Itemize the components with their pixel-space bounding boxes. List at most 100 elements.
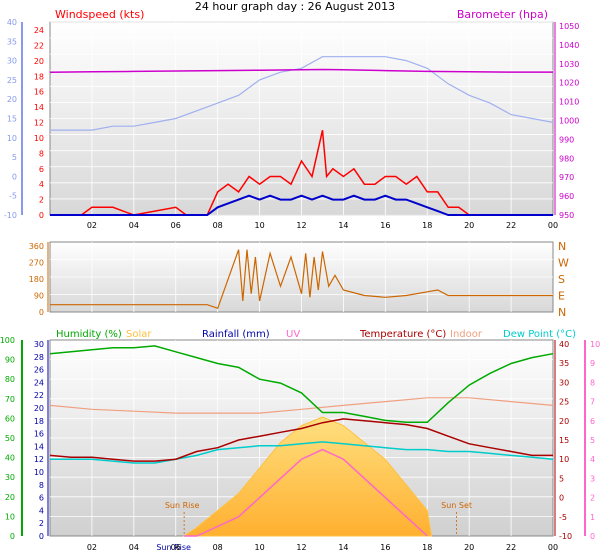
tick-label: 28 bbox=[34, 353, 44, 362]
tick-label: 1030 bbox=[559, 60, 579, 69]
tick-label: 8 bbox=[39, 149, 44, 158]
tick-label: 9 bbox=[590, 359, 595, 368]
tick-label: 5 bbox=[12, 153, 17, 162]
tick-label: 25 bbox=[7, 76, 17, 85]
tick-label: 10 bbox=[254, 221, 264, 230]
legend-label: UV bbox=[286, 329, 300, 340]
tick-label: 100 bbox=[0, 336, 15, 345]
tick-label: 25 bbox=[559, 398, 569, 407]
tick-label: 24 bbox=[34, 378, 44, 387]
legend-label: Solar bbox=[126, 329, 152, 340]
tick-label: 16 bbox=[34, 430, 44, 439]
tick-label: 14 bbox=[34, 442, 44, 451]
tick-label: 00 bbox=[548, 221, 558, 230]
temperature-line bbox=[49, 418, 553, 462]
tick-label: 22 bbox=[34, 391, 44, 400]
dewpoint-line bbox=[50, 441, 554, 464]
tick-label: -10 bbox=[559, 532, 572, 541]
tick-label: 18 bbox=[422, 543, 432, 552]
tick-label: N bbox=[558, 306, 566, 319]
tick-label: 0 bbox=[12, 172, 17, 181]
tick-label: 1040 bbox=[559, 41, 579, 50]
tick-label: 20 bbox=[464, 543, 474, 552]
tick-label: 6 bbox=[590, 417, 595, 426]
tick-label: 4 bbox=[39, 180, 44, 189]
tick-label: W bbox=[558, 257, 569, 270]
tick-label: 22 bbox=[506, 221, 516, 230]
tick-label: 14 bbox=[338, 221, 348, 230]
tick-label: 40 bbox=[7, 18, 17, 27]
tick-label: 0 bbox=[39, 211, 44, 220]
tick-label: 14 bbox=[34, 103, 44, 112]
legend-label: Humidity (%) bbox=[56, 329, 122, 340]
tick-label: 0 bbox=[590, 532, 595, 541]
tick-label: 15 bbox=[559, 436, 569, 445]
sunset-label: Sun Set bbox=[441, 501, 472, 510]
tick-label: 35 bbox=[559, 359, 569, 368]
tick-label: 30 bbox=[7, 57, 17, 66]
legend-label: Dew Point (°C) bbox=[503, 329, 576, 340]
legend-label: Indoor bbox=[450, 329, 483, 340]
tick-label: 06 bbox=[171, 543, 181, 552]
tick-label: 2 bbox=[39, 519, 44, 528]
legend-label: Temperature (°C) bbox=[359, 329, 446, 340]
tick-label: 22 bbox=[34, 41, 44, 50]
tick-label: 18 bbox=[34, 417, 44, 426]
tick-label: 50 bbox=[5, 434, 15, 443]
tick-label: 6 bbox=[39, 494, 44, 503]
tick-label: 10 bbox=[559, 455, 569, 464]
tick-label: 14 bbox=[338, 543, 348, 552]
tick-label: N bbox=[558, 240, 566, 253]
tick-label: 0 bbox=[10, 532, 15, 541]
tick-label: 4 bbox=[590, 455, 595, 464]
tick-label: 950 bbox=[559, 211, 574, 220]
tick-label: 8 bbox=[590, 378, 595, 387]
tick-label: 1000 bbox=[559, 117, 579, 126]
tick-label: 30 bbox=[559, 378, 569, 387]
tick-label: 06 bbox=[171, 221, 181, 230]
tick-label: 12 bbox=[296, 221, 306, 230]
tick-label: 26 bbox=[34, 366, 44, 375]
tick-label: 10 bbox=[254, 543, 264, 552]
tick-label: 10 bbox=[7, 134, 17, 143]
tick-label: 22 bbox=[506, 543, 516, 552]
tick-label: 12 bbox=[34, 455, 44, 464]
tick-label: 0 bbox=[559, 494, 564, 503]
tick-label: 970 bbox=[559, 173, 574, 182]
tick-label: 7 bbox=[590, 398, 595, 407]
uv-line bbox=[184, 448, 428, 537]
tick-label: 08 bbox=[213, 543, 223, 552]
wind-direction-line bbox=[50, 249, 553, 310]
tick-label: 02 bbox=[87, 543, 97, 552]
wind-axis-label: Windspeed (kts) bbox=[55, 8, 144, 21]
tick-label: 5 bbox=[559, 474, 564, 483]
tick-label: 60 bbox=[5, 414, 15, 423]
tick-label: 18 bbox=[422, 221, 432, 230]
tick-label: 1 bbox=[590, 513, 595, 522]
tick-label: 8 bbox=[39, 481, 44, 490]
tick-label: 16 bbox=[34, 88, 44, 97]
tick-label: 270 bbox=[29, 259, 44, 268]
tick-label: 0 bbox=[39, 308, 44, 317]
tick-label: 1050 bbox=[559, 22, 579, 31]
tick-label: 40 bbox=[5, 454, 15, 463]
tick-label: 12 bbox=[34, 119, 44, 128]
tick-label: 3 bbox=[590, 474, 595, 483]
chart-title: 24 hour graph day : 26 August 2013 bbox=[195, 0, 395, 13]
tick-label: S bbox=[558, 273, 565, 286]
tick-label: 5 bbox=[590, 436, 595, 445]
tick-label: 20 bbox=[5, 493, 15, 502]
humidity-line bbox=[49, 345, 554, 424]
tick-label: 0 bbox=[39, 532, 44, 541]
indoor-temp-line bbox=[49, 397, 554, 414]
tick-label: 960 bbox=[559, 192, 574, 201]
tick-label: 10 bbox=[34, 134, 44, 143]
tick-label: -5 bbox=[9, 192, 17, 201]
baro-axis-label: Barometer (hpa) bbox=[457, 8, 548, 21]
tick-label: 00 bbox=[548, 543, 558, 552]
tick-label: 980 bbox=[559, 154, 574, 163]
barometer-line bbox=[49, 68, 553, 74]
tick-label: 1020 bbox=[559, 79, 579, 88]
tick-label: 08 bbox=[213, 221, 223, 230]
